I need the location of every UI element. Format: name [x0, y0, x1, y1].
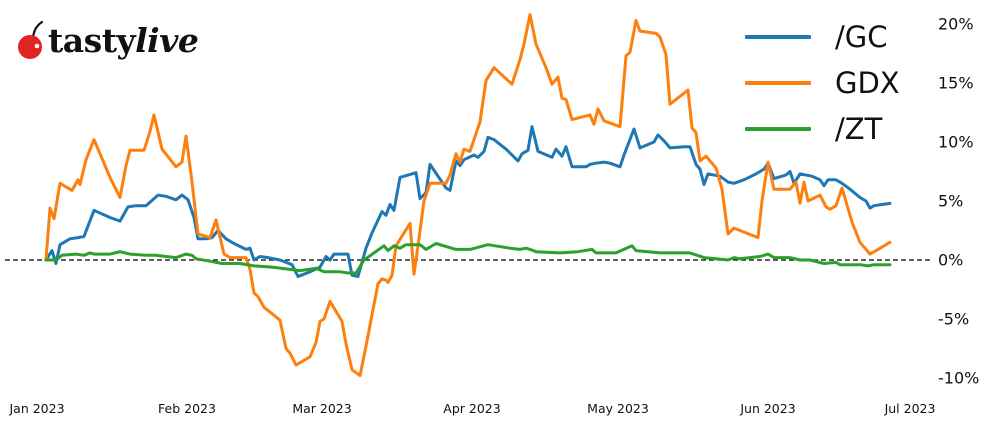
legend-swatch-gdx [745, 81, 811, 85]
logo-text-italic: live [135, 20, 199, 60]
series-line-zt [44, 242, 892, 275]
series-line-gdx [44, 13, 892, 378]
x-tick-label: Jan 2023 [9, 401, 65, 416]
logo-text-bold: tasty [48, 20, 136, 60]
y-tick-label: 20% [938, 14, 974, 34]
y-tick-label: -5% [938, 309, 970, 329]
legend-label-gc: /GC [835, 20, 888, 54]
y-tick-label: 10% [938, 132, 974, 152]
y-tick-label: 5% [938, 191, 964, 211]
tastylive-logo: tastylive [16, 18, 199, 62]
legend-item-zt: /ZT [745, 106, 900, 152]
y-tick-label: 15% [938, 73, 974, 93]
y-tick-label: -10% [938, 368, 980, 388]
logo-wordmark: tastylive [48, 20, 199, 60]
legend-label-zt: /ZT [835, 112, 883, 146]
legend-swatch-zt [745, 127, 811, 131]
legend-item-gdx: GDX [745, 60, 900, 106]
series-line-gc [44, 125, 892, 278]
legend-item-gc: /GC [745, 14, 900, 60]
x-tick-label: Mar 2023 [292, 401, 352, 416]
x-tick-label: May 2023 [587, 401, 649, 416]
legend-label-gdx: GDX [835, 66, 900, 100]
x-tick-label: Apr 2023 [443, 401, 501, 416]
legend-swatch-gc [745, 35, 811, 39]
x-tick-label: Jul 2023 [884, 401, 936, 416]
chart-legend: /GC GDX /ZT [745, 14, 900, 152]
cherry-icon [18, 20, 44, 59]
x-tick-label: Jun 2023 [740, 401, 796, 416]
y-tick-label: 0% [938, 250, 964, 270]
x-tick-label: Feb 2023 [158, 401, 216, 416]
